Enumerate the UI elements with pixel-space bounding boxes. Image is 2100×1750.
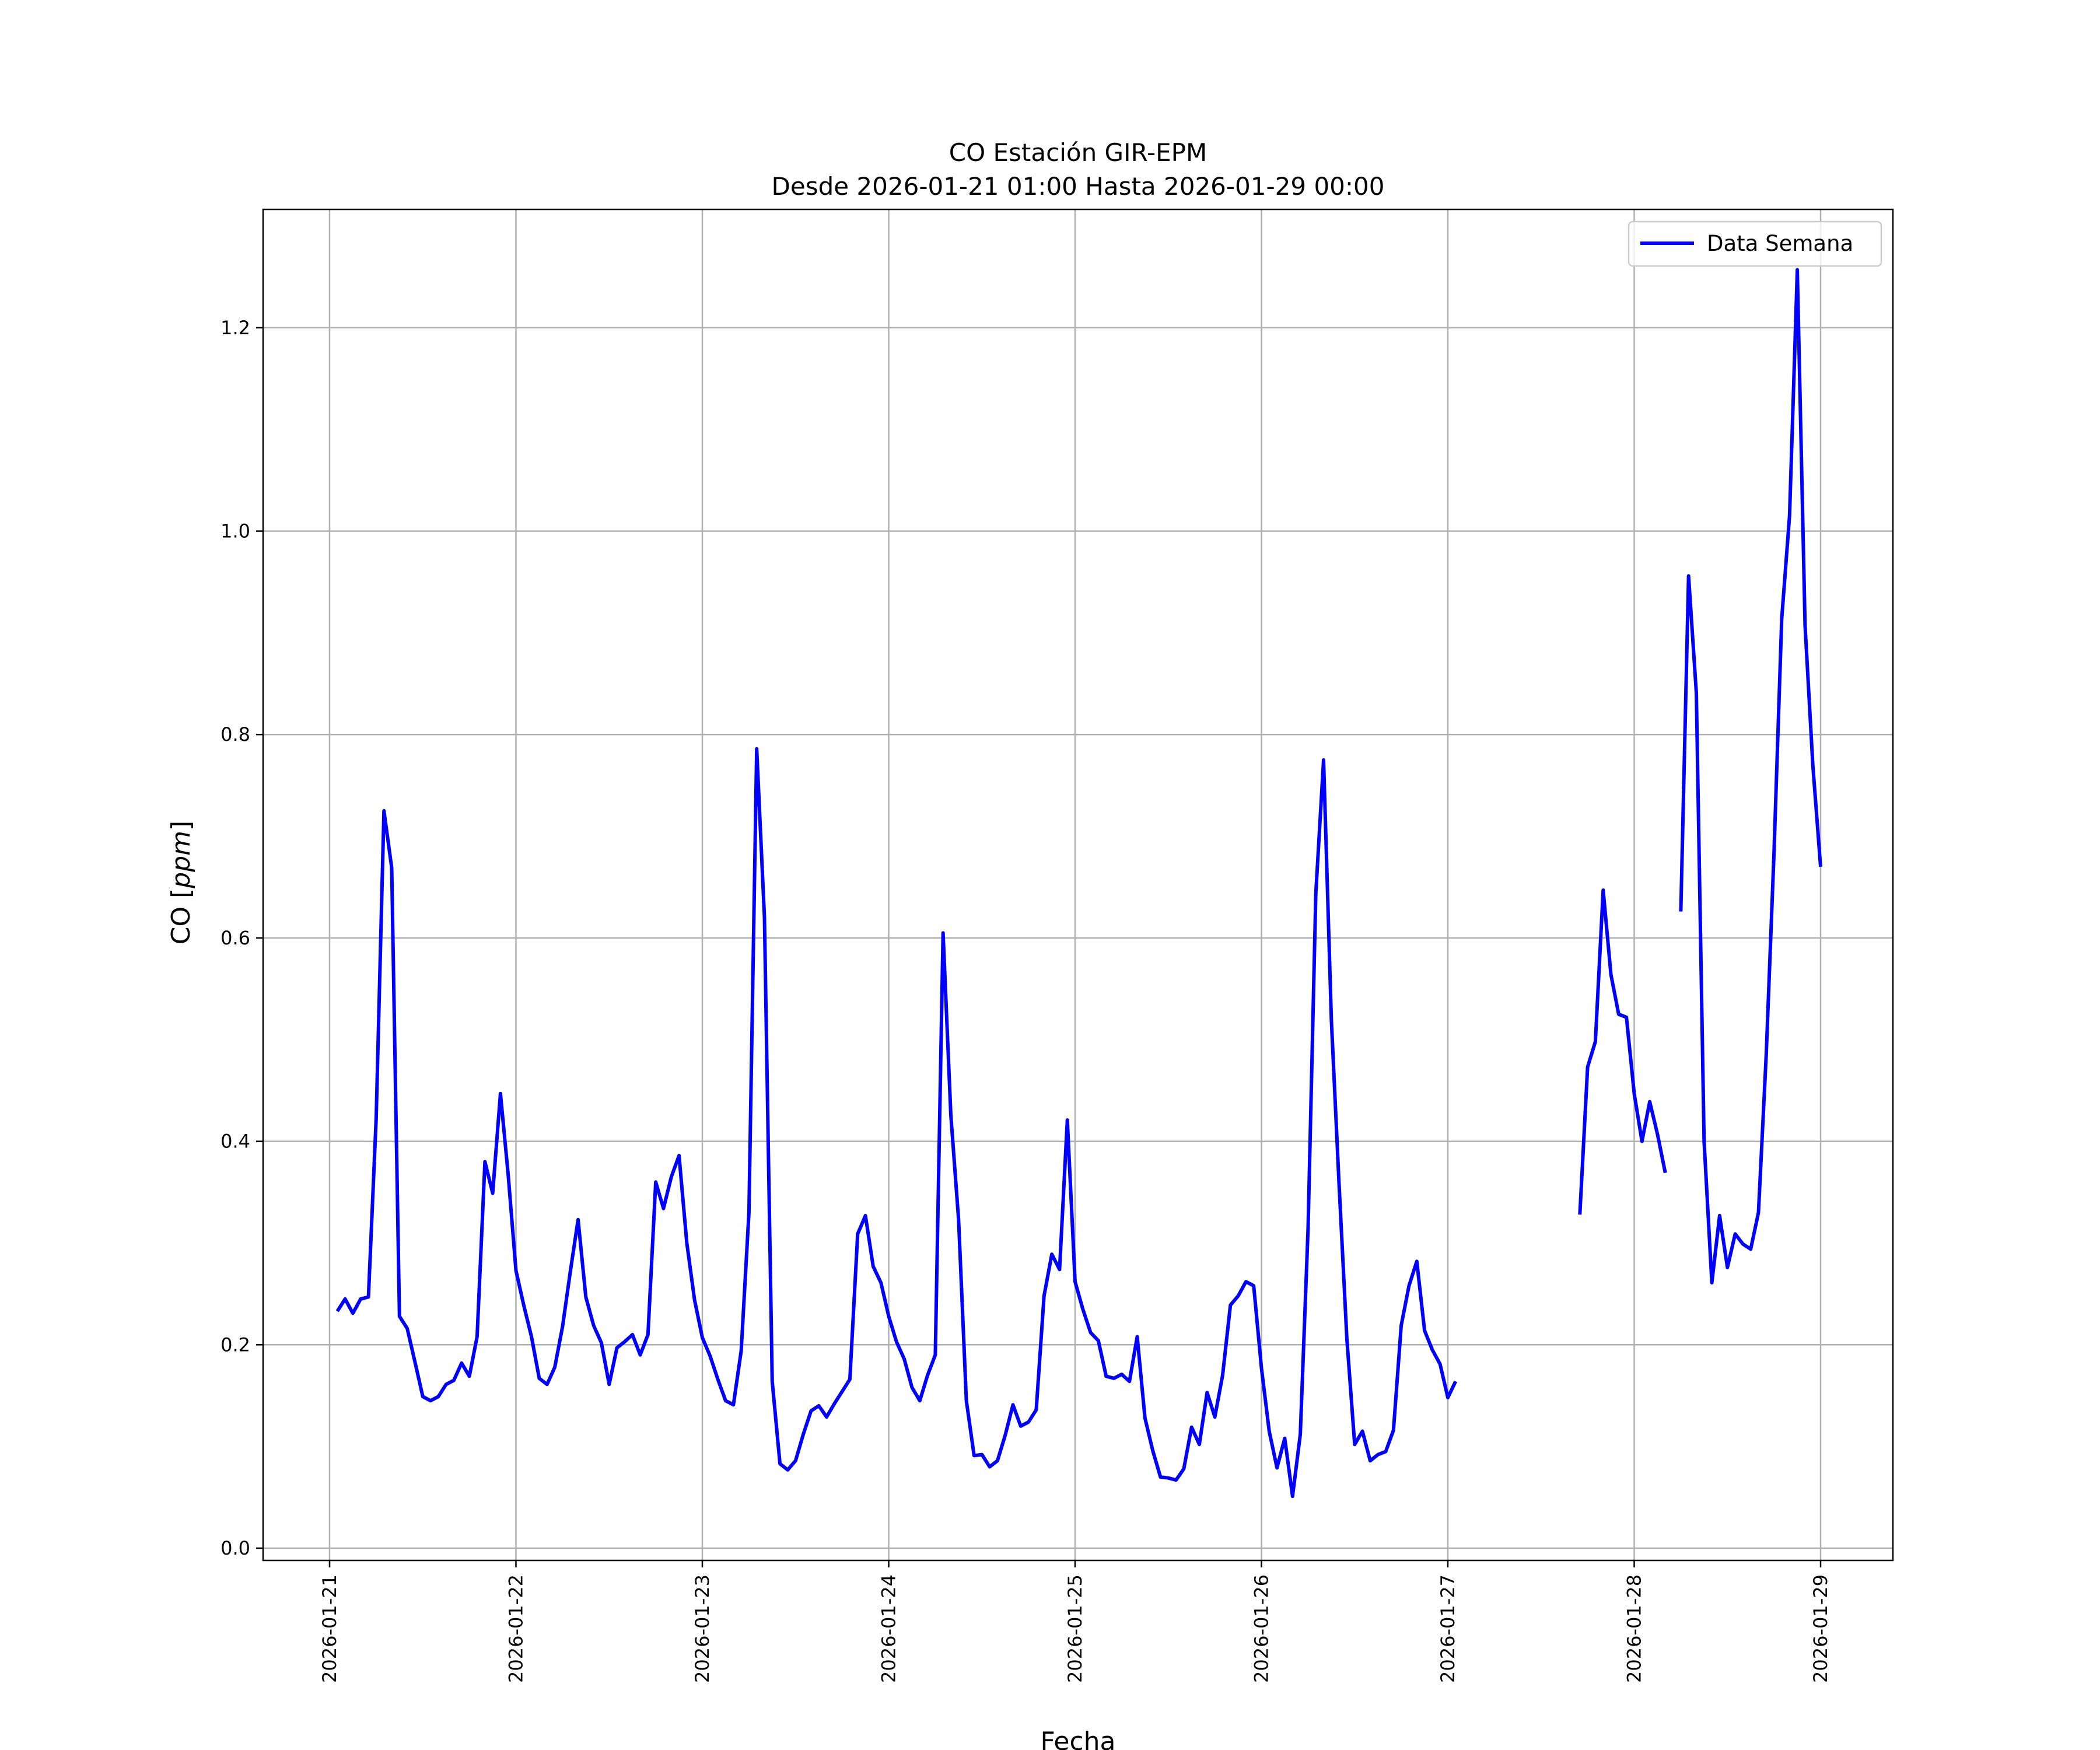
y-tick-label: 0.8 <box>220 723 250 746</box>
series-line-segment <box>335 747 1458 1499</box>
y-axis-ticks: 0.0 0.2 0.4 0.6 0.8 1.0 1.2 <box>220 317 263 1559</box>
x-tick-label: 2026-01-27 <box>1437 1574 1459 1683</box>
x-axis-label: Fecha <box>1040 1727 1115 1750</box>
y-tick-label: 1.2 <box>220 317 250 339</box>
series-line-segment <box>1578 888 1667 1215</box>
y-axis-label-prefix: CO [ <box>166 888 196 945</box>
x-tick-label: 2026-01-22 <box>505 1574 527 1683</box>
series-line-segment <box>1679 268 1822 1284</box>
x-tick-label: 2026-01-29 <box>1810 1574 1832 1683</box>
x-tick-label: 2026-01-23 <box>691 1574 713 1683</box>
grid-lines <box>263 209 1893 1560</box>
chart-title: CO Estación GIR-EPM <box>949 138 1207 167</box>
y-tick-label: 0.0 <box>220 1537 250 1559</box>
chart-subtitle: Desde 2026-01-21 01:00 Hasta 2026-01-29 … <box>772 172 1385 201</box>
legend-box <box>1628 220 1882 267</box>
x-axis-ticks: 2026-01-21 2026-01-22 2026-01-23 2026-01-24… <box>318 1560 1832 1683</box>
legend: Data Semana <box>1628 220 1882 267</box>
y-tick-label: 0.4 <box>220 1130 250 1153</box>
y-tick-label: 0.2 <box>220 1334 250 1356</box>
series-lines <box>335 268 1822 1499</box>
y-axis-label-unit: ppm <box>166 831 196 889</box>
x-tick-label: 2026-01-28 <box>1623 1574 1646 1683</box>
y-axis-label-suffix: ] <box>166 821 196 831</box>
y-axis-label: CO [ppm] <box>166 821 196 944</box>
x-tick-label: 2026-01-24 <box>878 1574 900 1683</box>
axes-frame <box>262 208 1894 1562</box>
legend-label: Data Semana <box>1707 231 1853 256</box>
y-tick-label: 1.0 <box>220 520 250 542</box>
x-tick-label: 2026-01-25 <box>1064 1574 1086 1683</box>
y-tick-label: 0.6 <box>220 927 250 949</box>
x-tick-label: 2026-01-21 <box>318 1574 341 1683</box>
x-tick-label: 2026-01-26 <box>1251 1574 1273 1683</box>
